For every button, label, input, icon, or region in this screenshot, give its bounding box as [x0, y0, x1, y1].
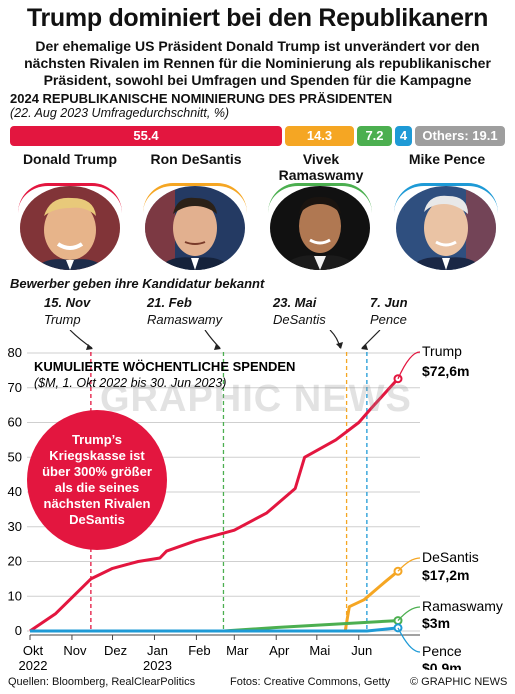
y-tick-label: 50: [8, 449, 22, 464]
poll-bar-trump: 55.4: [10, 126, 282, 146]
x-tick-label: Jan: [147, 643, 168, 658]
footer-photos: Fotos: Creative Commons, Getty: [230, 676, 391, 688]
y-tick-label: 10: [8, 588, 22, 603]
candidate-photo-ramaswamy: [270, 186, 370, 270]
series-line-pence: [30, 626, 399, 633]
x-tick-label: Mai: [309, 643, 330, 658]
poll-bar-desantis: 14.3: [285, 126, 354, 146]
watermark: GRAPHIC NEWS: [100, 378, 412, 420]
series-line-ramaswamy: [30, 619, 399, 633]
chart-title: KUMULIERTE WÖCHENTLICHE SPENDEN: [34, 359, 295, 374]
series-name-trump: Trump: [422, 343, 462, 359]
callout-line: Kriegskasse ist: [49, 448, 145, 463]
candidate-arc-ramaswamy: [268, 183, 372, 213]
y-tick-label: 80: [8, 345, 22, 360]
declaration-name-trump: Trump: [44, 312, 81, 327]
series-value-ramaswamy: $3m: [422, 615, 450, 631]
footer-credit: © GRAPHIC NEWS: [410, 676, 508, 688]
x-tick-label: Nov: [63, 643, 87, 658]
series-name-ramaswamy: Ramaswamy: [422, 598, 503, 614]
x-tick-label: Jun: [351, 643, 372, 658]
y-tick-label: 70: [8, 380, 22, 395]
poll-bar-others: Others: 19.1: [415, 126, 505, 146]
series-line-desantis: [30, 570, 399, 633]
callout-text: Trump’s Kriegskasse ist über 300% größer al…: [42, 432, 152, 527]
poll-bar-pence: 4: [395, 126, 412, 146]
candidate-photo-desantis: [145, 186, 245, 270]
y-tick-label: 40: [8, 484, 22, 499]
candidate-arc-pence: [394, 183, 498, 213]
declarations-title: Bewerber geben ihre Kandidatur bekannt: [10, 276, 265, 291]
declaration-date-desantis: 23. Mai: [273, 295, 317, 310]
candidate-photo-pence: [396, 186, 496, 270]
callout-line: DeSantis: [69, 512, 125, 527]
page-subtitle: Der ehemalige US Präsident Donald Trump …: [24, 38, 491, 88]
declaration-date-trump: 15. Nov: [44, 295, 91, 310]
x-tick-label: Mar: [226, 643, 249, 658]
series-name-pence: Pence: [422, 643, 462, 659]
x-tick-year-label: 2023: [143, 658, 172, 670]
declaration-name-ramaswamy: Ramaswamy: [147, 312, 223, 327]
poll-bar-ramaswamy: 7.2: [357, 126, 392, 146]
callout-line: Trump’s: [72, 432, 122, 447]
declaration-arrows: [69, 330, 381, 350]
series-value-desantis: $17,2m: [422, 567, 469, 583]
poll-title: 2024 REPUBLIKANISCHE NOMINIERUNG DES PRÄ…: [10, 91, 393, 106]
callout-bubble: Trump’s Kriegskasse ist über 300% größer al…: [27, 410, 167, 550]
series-leader: [397, 557, 421, 572]
candidate-photo-trump: [20, 186, 120, 270]
callout-line: nächsten Rivalen: [44, 496, 151, 511]
series-name-desantis: DeSantis: [422, 549, 479, 565]
declaration-name-pence: Pence: [370, 312, 407, 327]
declaration-date-ramaswamy: 21. Feb: [147, 295, 192, 310]
callout-line: als die seines: [55, 480, 140, 495]
series-value-pence: $0,9m: [422, 660, 462, 670]
x-tick-label: Dez: [104, 643, 127, 658]
candidate-name-pence: Mike Pence: [408, 151, 486, 167]
series-line-trump: [29, 377, 400, 633]
y-tick-label: 30: [8, 519, 22, 534]
x-tick-label: Okt: [23, 643, 44, 658]
declaration-name-desantis: DeSantis: [273, 312, 326, 327]
series-leader: [397, 351, 421, 379]
chart-subtitle: ($M, 1. Okt 2022 bis 30. Jun 2023): [34, 376, 226, 390]
y-tick-label: 60: [8, 415, 22, 430]
candidate-name-trump: Donald Trump: [22, 151, 118, 167]
footer-sources: Quellen: Bloomberg, RealClearPolitics: [8, 676, 196, 688]
callout-line: über 300% größer: [42, 464, 152, 479]
x-tick-label: Feb: [188, 643, 210, 658]
poll-subtitle: (22. Aug 2023 Umfragedurchschnitt, %): [10, 106, 230, 120]
page-title: Trump dominiert bei den Republikanern: [26, 4, 489, 32]
y-tick-label: 0: [15, 623, 22, 638]
candidate-name-desantis: Ron DeSantis: [150, 151, 242, 167]
candidate-arc-trump: [18, 183, 122, 213]
y-tick-label: 20: [8, 554, 22, 569]
x-tick-label: Apr: [269, 643, 290, 658]
declaration-date-pence: 7. Jun: [370, 295, 408, 310]
series-value-trump: $72,6m: [422, 363, 469, 379]
candidate-name-ramaswamy: Vivek Ramaswamy: [278, 151, 364, 183]
candidate-arc-desantis: [143, 183, 247, 213]
x-tick-year-label: 2022: [19, 658, 48, 670]
series-leader: [397, 627, 421, 653]
series-leader: [397, 606, 421, 622]
